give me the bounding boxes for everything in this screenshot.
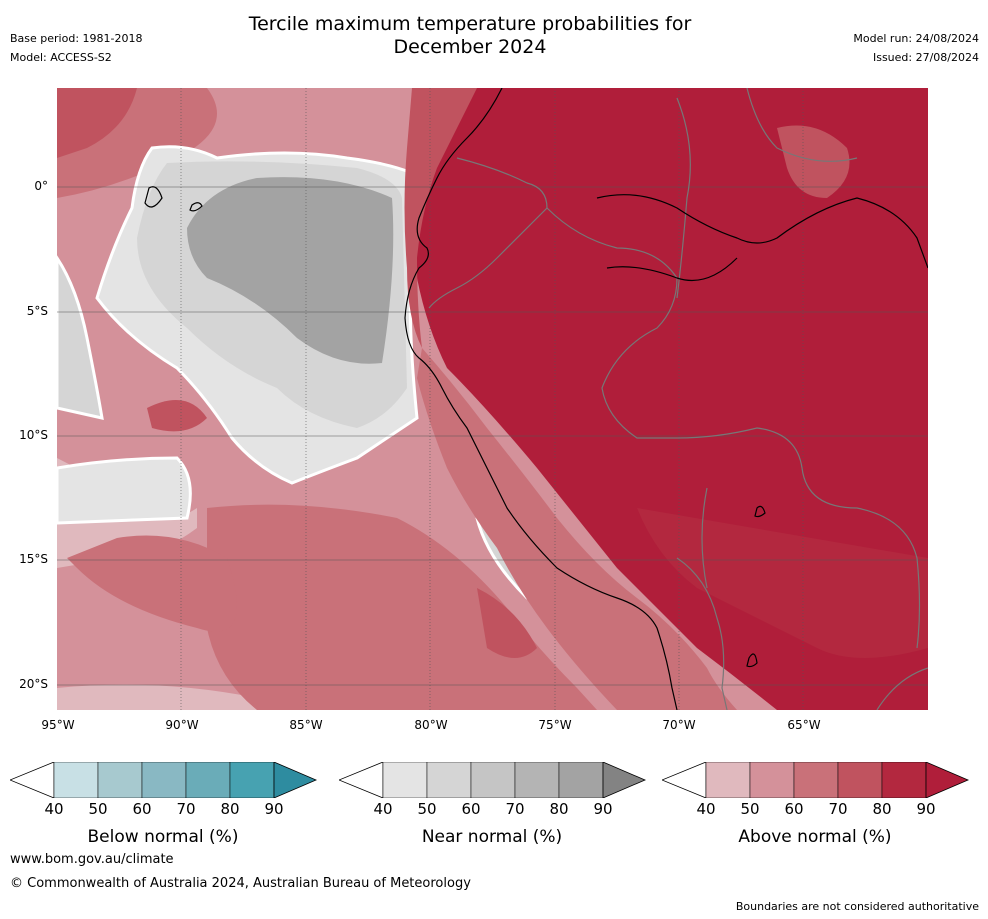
near-40-west	[57, 456, 192, 525]
colorbar-below-swatches	[10, 762, 318, 798]
near-tick-70: 70	[505, 800, 525, 818]
above-80-patch	[147, 400, 207, 432]
above-tick-90: 90	[916, 800, 936, 818]
lon-label-75w: 75°W	[538, 718, 572, 732]
near-tick-60: 60	[461, 800, 481, 818]
lat-label-0: 0°	[34, 179, 48, 193]
above-tick-40: 40	[696, 800, 716, 818]
lon-label-65w: 65°W	[787, 718, 821, 732]
near-tick-90: 90	[593, 800, 613, 818]
lat-label-20s: 20°S	[19, 677, 48, 691]
above-80-northwest	[57, 88, 137, 158]
lon-label-80w: 80°W	[414, 718, 448, 732]
colorbar-above: 40 50 60 70 80 90 Above normal (%)	[662, 762, 972, 862]
probability-map	[57, 88, 928, 710]
issued-label: Issued: 27/08/2024	[872, 51, 979, 64]
colorbar-near-swatches	[339, 762, 647, 798]
below-tick-50: 50	[88, 800, 108, 818]
lon-label-90w: 90°W	[165, 718, 199, 732]
title-line-2: December 2024	[393, 36, 547, 58]
country-borders	[428, 88, 928, 710]
above-normal-label: Above normal (%)	[738, 827, 892, 847]
near-50-west	[57, 255, 104, 420]
below-tick-60: 60	[132, 800, 152, 818]
lat-label-5s: 5°S	[26, 304, 48, 318]
above-80-coastal	[404, 88, 477, 348]
above-tick-80: 80	[872, 800, 892, 818]
above-80-south-patch	[477, 588, 537, 658]
below-normal-label: Below normal (%)	[87, 827, 239, 847]
above-85-south	[637, 508, 928, 658]
below-tick-70: 70	[176, 800, 196, 818]
boundaries-disclaimer: Boundaries are not considered authoritat…	[735, 900, 979, 913]
below-tick-40: 40	[44, 800, 64, 818]
above-tick-50: 50	[740, 800, 760, 818]
base-period-label: Base period: 1981-2018	[10, 32, 143, 45]
near-tick-80: 80	[549, 800, 569, 818]
above-80-inland	[777, 125, 850, 198]
above-70-coastal	[417, 348, 737, 710]
map-title: Tercile maximum temperature probabilitie…	[200, 13, 740, 59]
copyright-notice: © Commonwealth of Australia 2024, Austra…	[10, 876, 471, 891]
near-tick-40: 40	[373, 800, 393, 818]
coastlines	[144, 88, 928, 710]
lon-label-85w: 85°W	[289, 718, 323, 732]
near-80-core	[187, 177, 394, 364]
lon-label-95w: 95°W	[41, 718, 75, 732]
title-line-1: Tercile maximum temperature probabilitie…	[248, 13, 692, 35]
colorbar-above-swatches	[662, 762, 970, 798]
above-tick-70: 70	[828, 800, 848, 818]
near-normal-label: Near normal (%)	[421, 827, 563, 847]
below-tick-80: 80	[220, 800, 240, 818]
lon-label-70w: 70°W	[662, 718, 696, 732]
above-tick-60: 60	[784, 800, 804, 818]
above-70-west	[67, 535, 237, 632]
above-70-south	[207, 504, 597, 710]
near-tick-50: 50	[417, 800, 437, 818]
colorbar-near: 40 50 60 70 80 90 Near normal (%)	[339, 762, 649, 862]
model-run-label: Model run: 24/08/2024	[853, 32, 979, 45]
lat-label-15s: 15°S	[19, 552, 48, 566]
below-tick-90: 90	[264, 800, 284, 818]
model-label: Model: ACCESS-S2	[10, 51, 112, 64]
colorbar-below: 40 50 60 70 80 90 Below normal (%)	[10, 762, 320, 862]
website-link[interactable]: www.bom.gov.au/climate	[10, 852, 174, 867]
lat-label-10s: 10°S	[19, 428, 48, 442]
